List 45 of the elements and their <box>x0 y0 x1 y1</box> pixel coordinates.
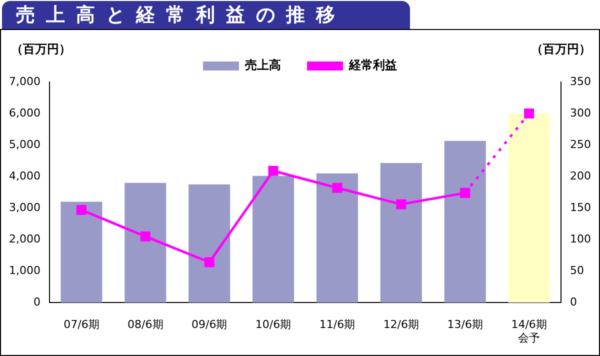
y-tick-label: 7,000 <box>8 74 40 88</box>
point <box>140 231 150 242</box>
bar <box>508 114 550 303</box>
y2-tick-label: 350 <box>570 74 592 88</box>
x-tick-label: 11/6期 <box>319 318 356 332</box>
x-tick-label: 12/6期 <box>383 318 420 332</box>
legend-label: 経常利益 <box>348 58 397 72</box>
point <box>268 166 278 176</box>
point <box>332 182 342 193</box>
y-axis-title: （百万円） <box>11 42 71 56</box>
bar <box>60 202 102 303</box>
y-tick-label: 1,000 <box>8 264 40 277</box>
x-tick-label: 14/6期会予 <box>511 318 547 344</box>
bar <box>252 176 294 303</box>
y-tick-label: 5,000 <box>8 138 40 151</box>
x-tick-label: 09/6期 <box>191 318 228 332</box>
y2-tick-label: 100 <box>570 232 592 246</box>
y-tick-label: 6,000 <box>8 106 40 120</box>
x-tick-label: 10/6期 <box>255 318 292 332</box>
bar <box>316 173 358 303</box>
bar <box>188 184 230 303</box>
x-tick-label: 08/6期 <box>128 318 164 332</box>
y-tick-label: 2,000 <box>8 232 40 246</box>
x-tick-label: 07/6期 <box>64 318 100 332</box>
bar <box>444 140 486 303</box>
point <box>204 257 214 268</box>
y2-tick-label: 300 <box>570 106 592 120</box>
point <box>524 108 534 119</box>
bar <box>380 162 422 303</box>
y2-tick-label: 200 <box>570 169 592 182</box>
point <box>396 199 406 210</box>
y2-tick-label: 150 <box>570 200 592 214</box>
bar <box>124 182 166 303</box>
point <box>460 188 470 198</box>
y-tick-label: 4,000 <box>8 169 40 182</box>
point <box>76 204 86 215</box>
y2-tick-label: 50 <box>570 264 584 277</box>
y2-axis-title: （百万円） <box>531 42 591 56</box>
chart-title: 売上高と経常利益の推移 <box>2 1 410 29</box>
y-tick-label: 3,000 <box>8 200 40 214</box>
y-tick-label: 0 <box>33 295 40 308</box>
x-tick-label: 13/6期 <box>447 318 483 332</box>
y2-tick-label: 0 <box>570 295 578 308</box>
y2-tick-label: 250 <box>570 138 592 151</box>
legend-label: 売上高 <box>245 58 281 72</box>
